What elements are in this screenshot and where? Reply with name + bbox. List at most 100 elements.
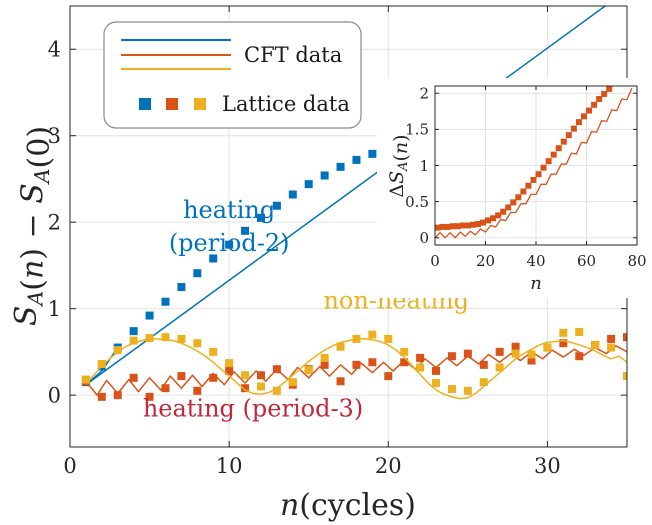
main-lattice-point (384, 372, 393, 381)
main-xlabel: n(cycles) (280, 488, 416, 523)
main-ylabel-group: SA(n) − SA(0) (9, 126, 57, 326)
inset-lattice-point (449, 223, 456, 230)
main-lattice-point (368, 358, 377, 367)
main-lattice-point (193, 386, 202, 395)
main-lattice-point (623, 372, 627, 381)
main-lattice-point (400, 347, 409, 356)
main-lattice-point (400, 358, 409, 367)
annotation-label: heating (period-3) (143, 395, 363, 423)
legend-square-swatch (166, 98, 178, 110)
inset-lattice-point (525, 182, 532, 189)
main-lattice-point (241, 226, 250, 235)
inset-lattice-point (435, 224, 441, 231)
main-lattice-point (145, 334, 154, 343)
main-lattice-point (368, 330, 377, 339)
main-xtick-label: 10 (216, 454, 243, 478)
inset-cft-line (435, 87, 633, 239)
inset-ylabel-group: ΔSA(n) (386, 134, 412, 197)
main-lattice-point (591, 340, 600, 349)
inset-lattice-point (575, 119, 582, 126)
inset-ytick-label: 1 (419, 157, 429, 175)
main-lattice-point (113, 346, 122, 355)
main-xtick-label: 30 (534, 454, 561, 478)
inset-lattice-point (540, 164, 547, 171)
main-series-group (81, 327, 627, 400)
main-lattice-point (607, 343, 616, 352)
main-lattice-point (209, 254, 218, 263)
inset-lattice-point (530, 176, 537, 183)
inset-lattice-point (606, 86, 613, 92)
main-lattice-point (352, 334, 361, 343)
inset-xtick-label: 40 (526, 252, 545, 270)
main-ytick-label: 2 (48, 211, 61, 235)
inset-lattice-point (485, 217, 492, 224)
inset-lattice-point (490, 215, 497, 222)
main-lattice-point (225, 240, 234, 249)
main-lattice-point (463, 349, 472, 358)
main-lattice-point (225, 366, 234, 375)
main-lattice-point (447, 385, 456, 394)
inset-xlabel: n (530, 273, 542, 294)
main-lattice-point (288, 378, 297, 387)
main-lattice-point (336, 162, 345, 171)
inset-lattice-point (464, 222, 471, 229)
main-lattice-point (559, 339, 568, 348)
main-lattice-point (256, 382, 265, 391)
main-lattice-point (511, 349, 520, 358)
main-lattice-point (209, 347, 218, 356)
inset-lattice-point (550, 151, 557, 158)
main-lattice-point (177, 283, 186, 292)
main-lattice-point (495, 363, 504, 372)
main-lattice-point (575, 327, 584, 336)
main-lattice-point (225, 359, 234, 368)
main-lattice-point (241, 371, 250, 380)
inset-ylabel: ΔSA(n) (386, 134, 412, 197)
main-cft-line-segment (85, 347, 119, 386)
inset-lattice-point (444, 223, 451, 230)
main-lattice-point (495, 347, 504, 356)
inset-lattice-point (535, 171, 542, 178)
main-lattice-point (623, 333, 627, 342)
main-cft-line (85, 6, 607, 386)
inset-xtick-label: 0 (430, 252, 440, 270)
inset-lattice-point (596, 96, 603, 103)
main-lattice-point (256, 213, 265, 222)
inset-lattice-point (459, 222, 466, 229)
main-lattice-point (161, 384, 170, 393)
main-xtick-label: 0 (63, 454, 76, 478)
inset-lattice-point (570, 125, 577, 132)
main-lattice-point (177, 372, 186, 381)
main-lattice-point (81, 375, 90, 384)
main-lattice-point (559, 328, 568, 337)
main-lattice-point (113, 391, 122, 400)
main-lattice-point (272, 201, 281, 210)
main-lattice-point (416, 353, 425, 362)
main-lattice-point (463, 386, 472, 395)
inset-lattice-point (565, 132, 572, 139)
main-lattice-point (320, 360, 329, 369)
inset-lattice-point (560, 138, 567, 145)
main-lattice-point (288, 190, 297, 199)
inset-lattice-point (495, 212, 502, 219)
inset-ytick-label: 2 (419, 84, 429, 102)
inset-lattice-point (510, 199, 517, 206)
inset-lattice-point (439, 223, 446, 230)
main-lattice-point (129, 336, 138, 345)
main-lattice-point (527, 356, 536, 365)
main-lattice-point (416, 363, 425, 372)
main-lattice-point (193, 339, 202, 348)
inset-lattice-point (591, 101, 598, 108)
main-lattice-point (384, 334, 393, 343)
legend-label-cft: CFT data (244, 43, 342, 67)
main-lattice-point (320, 171, 329, 180)
main-lattice-point (447, 352, 456, 361)
main-lattice-point (479, 378, 488, 387)
legend-square-swatch (194, 98, 206, 110)
main-lattice-point (129, 373, 138, 382)
main-lattice-point (241, 384, 250, 393)
inset-lattice-point (469, 221, 476, 228)
inset-lattice-point (555, 145, 562, 152)
main-lattice-point (145, 311, 154, 320)
main-lattice-point (272, 386, 281, 395)
